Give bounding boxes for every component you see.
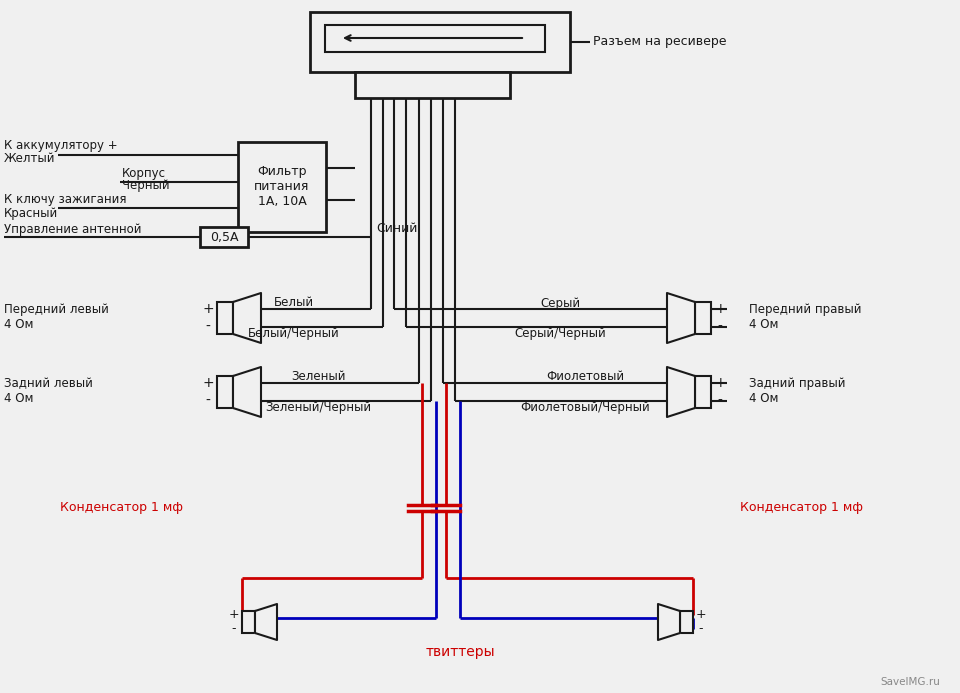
Bar [355, 72, 510, 98]
Text: Фиолетовый: Фиолетовый [546, 371, 624, 383]
Bar [325, 25, 545, 52]
Bar [217, 302, 233, 334]
Text: Зеленый/Черный: Зеленый/Черный [265, 401, 372, 414]
Text: Конденсатор 1 мф: Конденсатор 1 мф [60, 502, 183, 514]
Bar [200, 227, 248, 247]
Text: твиттеры: твиттеры [425, 645, 494, 659]
Text: Зеленый: Зеленый [291, 371, 346, 383]
Text: 4 Ом: 4 Ом [4, 317, 34, 331]
Text: Передний левый: Передний левый [4, 304, 108, 317]
Text: -: - [717, 320, 723, 334]
Text: Задний правый: Задний правый [749, 378, 846, 390]
Bar [217, 376, 233, 408]
Text: Разъем на ресивере: Разъем на ресивере [593, 35, 727, 49]
Text: Корпус: Корпус [122, 168, 166, 180]
Text: 0,5А: 0,5А [209, 231, 238, 243]
Text: -: - [717, 394, 723, 408]
Text: SaveIMG.ru: SaveIMG.ru [880, 677, 940, 687]
Polygon shape [255, 604, 277, 640]
Text: 4 Ом: 4 Ом [4, 392, 34, 405]
Text: Серый/Черный: Серый/Черный [515, 326, 607, 340]
Text: +: + [203, 376, 214, 390]
Bar [238, 142, 326, 232]
Text: Серый: Серый [540, 297, 581, 310]
Polygon shape [667, 367, 695, 417]
Polygon shape [658, 604, 680, 640]
Text: -: - [205, 394, 210, 408]
Text: Белый/Черный: Белый/Черный [248, 326, 340, 340]
Text: Управление антенной: Управление антенной [4, 224, 141, 236]
Text: Желтый: Желтый [4, 152, 56, 166]
Text: К ключу зажигания: К ключу зажигания [4, 193, 127, 207]
Bar [695, 376, 711, 408]
Text: Белый: Белый [274, 297, 314, 310]
Text: -: - [699, 622, 704, 635]
Text: Конденсатор 1 мф: Конденсатор 1 мф [740, 502, 863, 514]
Text: Фильтр
питания
1А, 10А: Фильтр питания 1А, 10А [254, 166, 310, 209]
Polygon shape [233, 367, 261, 417]
Text: +: + [203, 302, 214, 316]
Polygon shape [233, 293, 261, 343]
Text: Задний левый: Задний левый [4, 378, 93, 390]
Text: 4 Ом: 4 Ом [749, 317, 779, 331]
Text: +: + [714, 376, 726, 390]
Text: Синий: Синий [376, 222, 418, 236]
Bar [680, 611, 693, 633]
Text: +: + [228, 608, 239, 622]
Polygon shape [667, 293, 695, 343]
Text: К аккумулятору +: К аккумулятору + [4, 139, 118, 152]
Text: -: - [205, 320, 210, 334]
Bar [695, 302, 711, 334]
Bar [310, 12, 570, 72]
Text: Передний правый: Передний правый [749, 304, 861, 317]
Text: Черный: Черный [122, 179, 170, 193]
Text: +: + [696, 608, 707, 622]
Text: -: - [231, 622, 236, 635]
Text: 4 Ом: 4 Ом [749, 392, 779, 405]
Text: Красный: Красный [4, 207, 59, 220]
Bar [242, 611, 255, 633]
Text: +: + [714, 302, 726, 316]
Text: Фиолетовый/Черный: Фиолетовый/Черный [520, 401, 650, 414]
